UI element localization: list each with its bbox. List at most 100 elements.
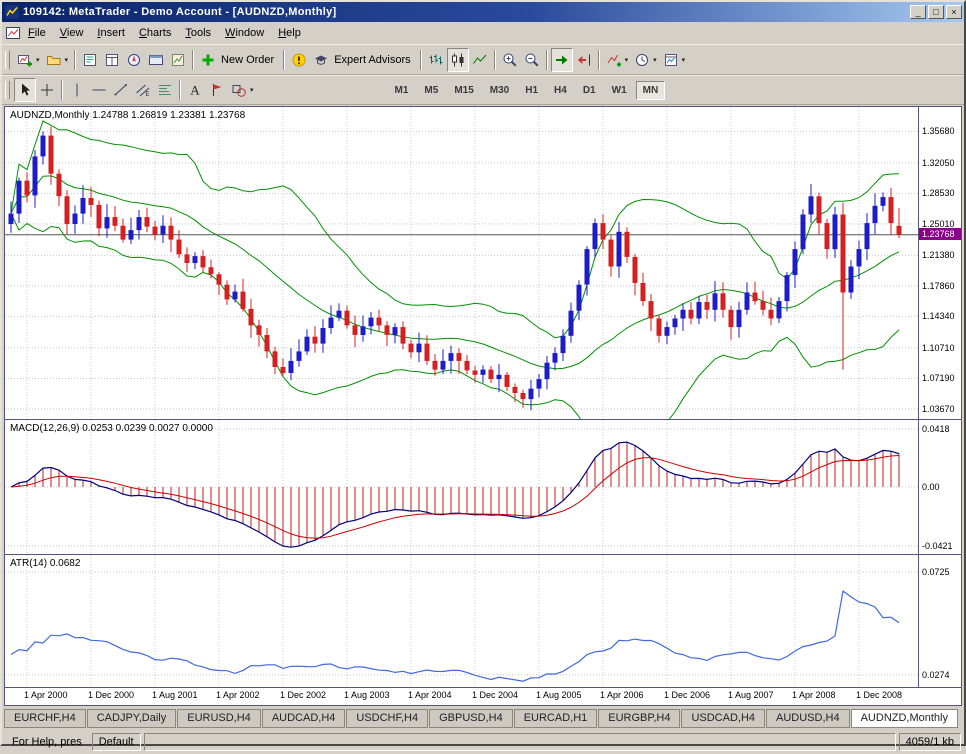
restore-button[interactable]: □: [928, 5, 944, 19]
arrow-label-button[interactable]: [206, 78, 228, 102]
zoom-in-button[interactable]: [499, 48, 521, 72]
price-scale-label: 1.17860: [922, 281, 955, 291]
chart-candles-icon: [450, 52, 466, 68]
data-window-button[interactable]: [101, 48, 123, 72]
chart-tab-audnzd-monthly[interactable]: AUDNZD,Monthly: [851, 709, 958, 728]
trendline-button[interactable]: [110, 78, 132, 102]
window-controls: _ □ ×: [910, 5, 962, 19]
menu-help[interactable]: Help: [271, 24, 308, 42]
chart-quote-line: AUDNZD,Monthly 1.24788 1.26819 1.23381 1…: [10, 110, 245, 121]
vertical-line-button[interactable]: [66, 78, 88, 102]
toolbar-separator: [546, 50, 548, 70]
dropdown-arrow-icon: ▾: [625, 56, 629, 64]
toolbar-separator: [598, 50, 600, 70]
toolbar-separator: [494, 50, 496, 70]
crosshair-button[interactable]: [36, 78, 58, 102]
shapes-icon: [231, 82, 247, 98]
menu-insert[interactable]: Insert: [90, 24, 132, 42]
timeframe-d1-button[interactable]: D1: [576, 81, 603, 100]
app-icon: [4, 4, 20, 20]
profiles-button[interactable]: ▾: [43, 48, 72, 72]
timeframe-m5-button[interactable]: M5: [417, 81, 445, 100]
chart-tab-gbpusd-h4[interactable]: GBPUSD,H4: [429, 709, 513, 728]
periods-button[interactable]: ▾: [631, 48, 660, 72]
linestudies-toolbar: E A ▾ M1M5M15M30H1H4D1W1MN: [2, 75, 964, 105]
dropdown-arrow-icon: ▾: [653, 56, 657, 64]
menu-file[interactable]: File: [21, 24, 53, 42]
chart-tab-eurgbp-h4[interactable]: EURGBP,H4: [598, 709, 680, 728]
chart-tab-usdcad-h4[interactable]: USDCAD,H4: [681, 709, 765, 728]
menu-charts[interactable]: Charts: [132, 24, 178, 42]
chart-tab-eurchf-h4[interactable]: EURCHF,H4: [4, 709, 86, 728]
chart-candles-button[interactable]: [447, 48, 469, 72]
time-axis-label: 1 Aug 2005: [536, 690, 582, 700]
titlebar[interactable]: 109142: MetaTrader - Demo Account - [AUD…: [2, 2, 964, 22]
chart-tab-audcad-h4[interactable]: AUDCAD,H4: [262, 709, 346, 728]
new-chart-button[interactable]: ▾: [14, 48, 43, 72]
atr-scale[interactable]: 0.07250.0274: [918, 555, 961, 687]
profiles-icon: [46, 52, 62, 68]
chart-bars-button[interactable]: [425, 48, 447, 72]
standard-toolbar: ▾▾New OrderExpert Advisors▾▾▾: [2, 44, 964, 75]
menu-window[interactable]: Window: [218, 24, 271, 42]
auto-scroll-button[interactable]: [551, 48, 573, 72]
timeframe-h4-button[interactable]: H4: [547, 81, 574, 100]
toolbar-grip[interactable]: [5, 81, 10, 99]
arrow-label-icon: [209, 82, 225, 98]
chart-tab-audusd-h4[interactable]: AUDUSD,H4: [766, 709, 850, 728]
navigator-button[interactable]: [123, 48, 145, 72]
status-profile[interactable]: Default: [92, 733, 141, 751]
menu-view[interactable]: View: [53, 24, 91, 42]
market-watch-button[interactable]: [79, 48, 101, 72]
time-axis[interactable]: 1 Apr 20001 Dec 20001 Aug 20011 Apr 2002…: [5, 687, 961, 705]
atr-indicator-panel[interactable]: ATR(14) 0.0682 0.07250.0274: [5, 554, 961, 687]
cursor-button[interactable]: [14, 78, 36, 102]
timeframe-h1-button[interactable]: H1: [518, 81, 545, 100]
macd-indicator-panel[interactable]: MACD(12,26,9) 0.0253 0.0239 0.0027 0.000…: [5, 419, 961, 554]
chart-tab-eurcad-h1[interactable]: EURCAD,H1: [514, 709, 598, 728]
fibonacci-icon: [157, 82, 173, 98]
expert-advisors-label: Expert Advisors: [331, 54, 413, 66]
strategy-tester-button[interactable]: [167, 48, 189, 72]
horizontal-line-button[interactable]: [88, 78, 110, 102]
chart-tab-usdchf-h4[interactable]: USDCHF,H4: [346, 709, 428, 728]
price-scale-label: 1.35680: [922, 126, 955, 136]
price-scale[interactable]: 1.356801.320501.285301.250101.213801.178…: [918, 107, 961, 419]
timeframe-m30-button[interactable]: M30: [483, 81, 516, 100]
chart-tab-eurusd-h4[interactable]: EURUSD,H4: [177, 709, 261, 728]
expert-advisors-button[interactable]: Expert Advisors: [310, 48, 416, 72]
chart-shift-button[interactable]: [573, 48, 595, 72]
status-spacer: [144, 733, 896, 751]
timeframe-m1-button[interactable]: M1: [388, 81, 416, 100]
macd-scale[interactable]: 0.04180.00-0.0421: [918, 420, 961, 554]
templates-icon: [663, 52, 679, 68]
atr-scale-label: 0.0725: [922, 567, 950, 577]
templates-button[interactable]: ▾: [660, 48, 689, 72]
atr-chart: [5, 555, 919, 687]
shapes-button[interactable]: ▾: [228, 78, 257, 102]
timeframe-w1-button[interactable]: W1: [605, 81, 634, 100]
equidistant-channel-button[interactable]: E: [132, 78, 154, 102]
fibonacci-button[interactable]: [154, 78, 176, 102]
new-order-button[interactable]: New Order: [197, 48, 280, 72]
terminal-button[interactable]: [145, 48, 167, 72]
current-price-badge: 1.23768: [919, 228, 961, 240]
macd-chart: [5, 420, 919, 554]
chart-line-button[interactable]: [469, 48, 491, 72]
menu-tools[interactable]: Tools: [178, 24, 218, 42]
minimize-button[interactable]: _: [910, 5, 926, 19]
price-chart-panel[interactable]: AUDNZD,Monthly 1.24788 1.26819 1.23381 1…: [5, 107, 961, 419]
timeframe-m15-button[interactable]: M15: [447, 81, 480, 100]
text-label-button[interactable]: A: [184, 78, 206, 102]
status-bar: For Help, pres Default 4059/1 kb: [2, 730, 964, 754]
indicators-button[interactable]: ▾: [603, 48, 632, 72]
time-axis-label: 1 Apr 2002: [216, 690, 260, 700]
close-button[interactable]: ×: [946, 5, 962, 19]
macd-scale-label: 0.00: [922, 482, 940, 492]
time-axis-label: 1 Dec 2008: [856, 690, 902, 700]
timeframe-mn-button[interactable]: MN: [636, 81, 666, 100]
toolbar-grip[interactable]: [5, 51, 10, 69]
zoom-out-button[interactable]: [521, 48, 543, 72]
chart-tab-cadjpy-daily[interactable]: CADJPY,Daily: [87, 709, 177, 728]
scripts-alert-button[interactable]: [288, 48, 310, 72]
